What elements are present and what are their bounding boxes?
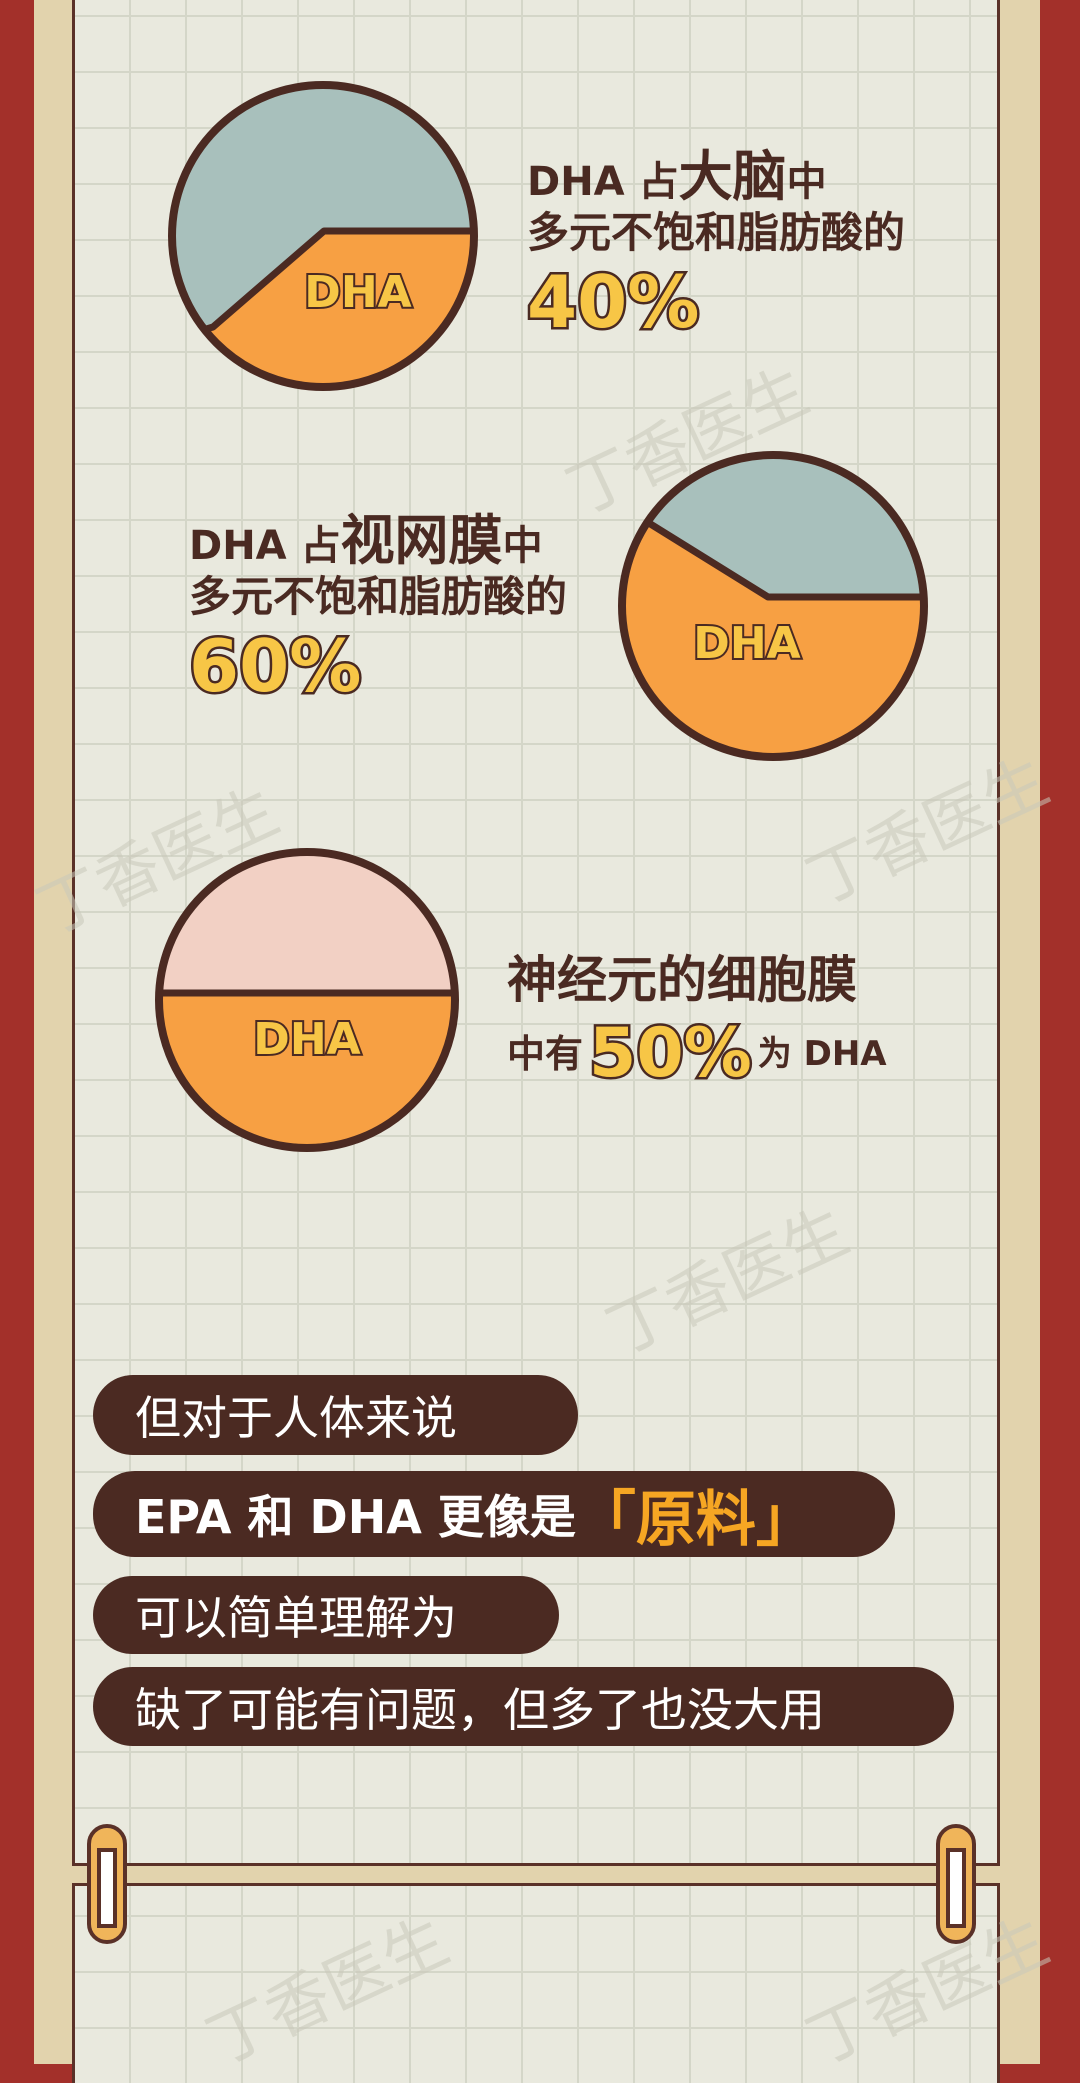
pie-outline: [168, 81, 478, 391]
binding-clip-left: [97, 1848, 117, 1928]
pill-text-3: 可以简单理解为: [93, 1576, 559, 1654]
pie-label-dha: DHA: [253, 1014, 360, 1065]
fact-neuron-line1: 神经元的细胞膜: [507, 951, 857, 1009]
pie-outline: [155, 848, 459, 1152]
fact-brain-value: 40%: [524, 260, 701, 344]
pie-outline: [618, 451, 928, 761]
fact-retina-value: 60%: [186, 624, 363, 708]
fact-brain-line2: 多元不饱和脂肪酸的: [527, 208, 906, 257]
fact-retina-line2: 多元不饱和脂肪酸的: [189, 572, 568, 621]
pie-chart-retina: DHA: [618, 451, 928, 761]
pill-text-1: 但对于人体来说: [93, 1375, 578, 1455]
pie-label-dha: DHA: [304, 267, 411, 318]
pill-text-4: 缺了可能有问题，但多了也没大用: [93, 1667, 954, 1746]
binding-clip-right: [946, 1848, 966, 1928]
pill-text-2: EPA 和 DHA 更像是 「原料」: [93, 1471, 895, 1557]
fact-neuron-line2: 中有 50% 为 DHA: [507, 1014, 887, 1093]
pie-chart-brain: DHA: [168, 81, 478, 391]
fact-brain-line1: DHA 占大脑中: [527, 145, 827, 208]
pie-label-dha: DHA: [693, 618, 800, 669]
pie-chart-neuron: DHA: [155, 848, 459, 1152]
fact-retina-line1: DHA 占视网膜中: [189, 509, 543, 572]
paper-panel-next: [72, 1883, 1000, 2083]
